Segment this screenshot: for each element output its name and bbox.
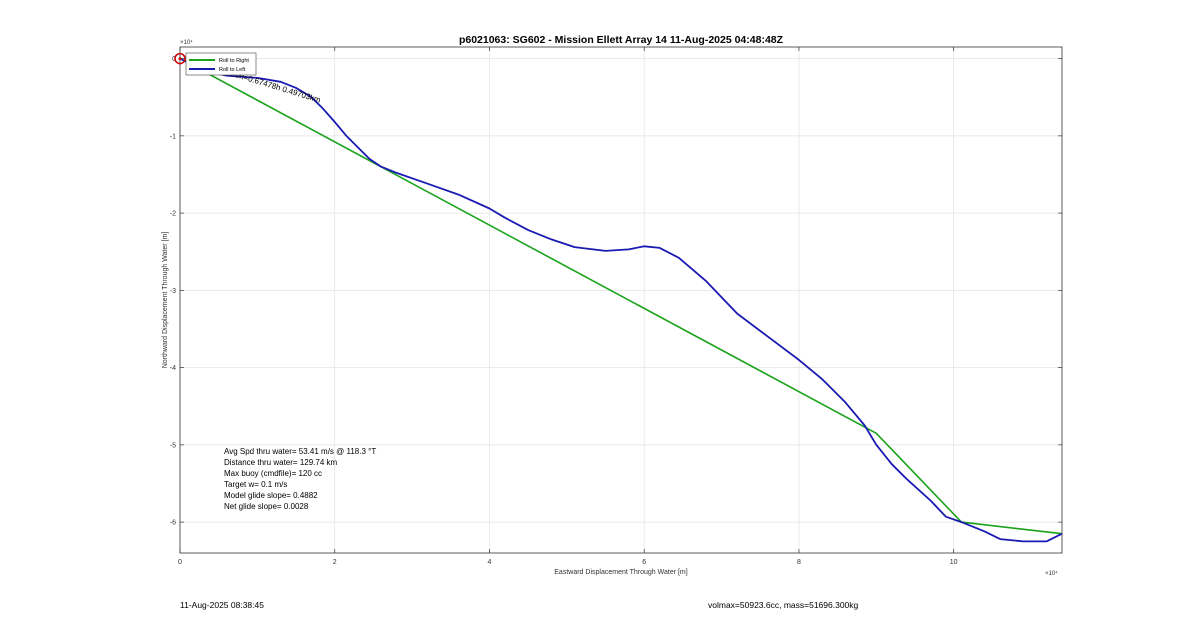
x-exponent-label: ×10⁴ [1045, 570, 1058, 577]
plot-area-frame [179, 46, 1063, 554]
annotation-net-glide-slope: Net glide slope= 0.0028 [224, 502, 309, 511]
x-tick-label: 2 [333, 559, 337, 566]
annotation-avg-speed: Avg Spd thru water= 53.41 m/s @ 118.3 °T [224, 447, 376, 456]
y-tick-label: -4 [170, 365, 176, 372]
annotation-max-buoy: Max buoy (cmdfile)= 120 cc [224, 469, 322, 478]
y-tick-label: -1 [170, 133, 176, 140]
axis-ticks [179, 47, 1062, 553]
y-axis-label: Northward Displacement Through Water [m] [162, 232, 169, 369]
annotation-distance: Distance thru water= 129.74 km [224, 458, 338, 467]
grid-lines [179, 47, 1062, 553]
x-tick-label: 8 [797, 559, 801, 566]
y-tick-label: -6 [170, 520, 176, 527]
stats-annotations: Avg Spd thru water= 53.41 m/s @ 118.3 °T… [224, 447, 376, 511]
y-exponent-label: ×10⁴ [180, 39, 193, 46]
x-axis-label: Eastward Displacement Through Water [m] [554, 569, 687, 576]
series-line-roll-right [179, 57, 1063, 535]
series-lines [179, 57, 1063, 543]
x-tick-label: 4 [488, 559, 492, 566]
annotation-target-w: Target w= 0.1 m/s [224, 480, 287, 489]
y-tick-label: -3 [170, 288, 176, 295]
y-tick-label: -2 [170, 211, 176, 218]
footer-timestamp: 11-Aug-2025 08:38:45 [180, 600, 264, 610]
start-marker-circle [174, 52, 186, 65]
legend-label-roll-left: Roll to Left [219, 67, 246, 73]
series-line-roll-left [179, 57, 1063, 543]
legend: Roll to Right Roll to Left [185, 52, 257, 76]
track-start-marker [174, 52, 186, 65]
annotation-model-glide-slope: Model glide slope= 0.4882 [224, 491, 318, 500]
y-tick-labels: 0 -1 -2 -3 -4 -5 -6 [170, 56, 176, 527]
x-tick-label: 6 [642, 559, 646, 566]
y-tick-label: 0 [172, 56, 176, 63]
x-tick-labels: 0 2 4 6 8 10 [178, 559, 958, 566]
chart-title: p6021063: SG602 - Mission Ellett Array 1… [459, 34, 784, 46]
legend-label-roll-right: Roll to Right [219, 58, 249, 64]
x-tick-label: 0 [178, 559, 182, 566]
x-tick-label: 10 [950, 559, 958, 566]
y-tick-label: -5 [170, 442, 176, 449]
footer-mass-info: volmax=50923.6cc, mass=51696.300kg [708, 600, 859, 610]
start-marker-dot [178, 57, 182, 61]
